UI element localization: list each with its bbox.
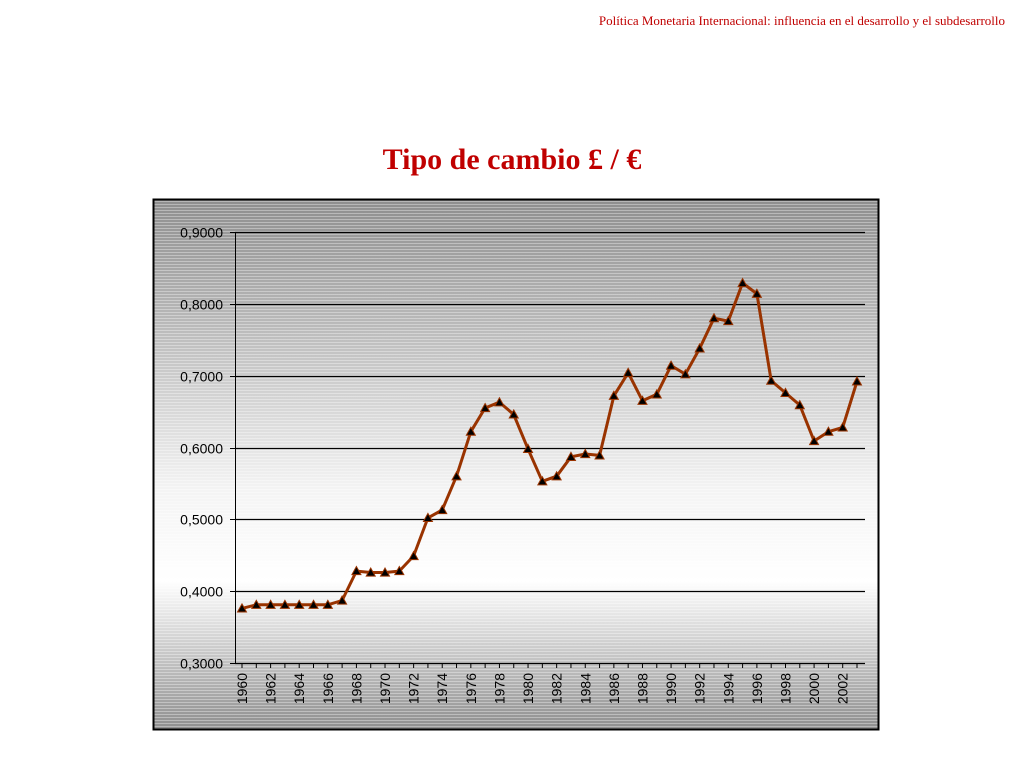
data-point-marker <box>308 599 319 609</box>
data-point-marker <box>365 566 377 577</box>
data-point-marker <box>336 594 348 605</box>
data-point-marker <box>708 312 720 323</box>
data-point-marker <box>436 504 448 515</box>
data-point-marker <box>651 388 663 399</box>
data-point-marker <box>737 277 748 288</box>
data-point-marker <box>408 550 419 561</box>
x-tick-label: 1990 <box>663 673 679 704</box>
y-tick-label: 0,9000 <box>180 225 223 241</box>
chart-title: Tipo de cambio £ / € <box>382 143 642 176</box>
x-tick-label: 1992 <box>692 673 708 704</box>
data-point-marker <box>351 565 362 576</box>
data-point-marker <box>780 387 791 398</box>
x-tick-label: 1998 <box>777 673 793 704</box>
header-note: Política Monetaria Internacional: influe… <box>598 13 1005 28</box>
data-point-marker <box>694 342 706 353</box>
data-point-marker <box>379 566 391 577</box>
x-tick-label: 1986 <box>606 673 622 704</box>
data-point-marker <box>622 367 634 377</box>
y-tick-label: 0,4000 <box>180 584 223 600</box>
x-tick-label: 1960 <box>234 673 250 704</box>
data-point-marker <box>508 408 520 419</box>
x-tick-label: 1976 <box>463 673 479 704</box>
data-point-marker <box>236 602 248 613</box>
data-point-marker <box>765 375 777 385</box>
data-point-marker <box>551 470 563 481</box>
data-point-marker <box>451 470 462 481</box>
data-point-marker <box>265 599 276 609</box>
data-point-marker <box>494 396 505 407</box>
data-point-marker <box>465 426 477 436</box>
data-point-marker <box>722 315 734 326</box>
axes <box>230 232 865 668</box>
x-tick-label: 1974 <box>434 673 450 704</box>
y-tick-label: 0,8000 <box>180 297 223 313</box>
data-point-marker <box>794 399 806 410</box>
data-point-marker <box>837 421 849 432</box>
y-tick-label: 0,3000 <box>180 656 223 672</box>
x-tick-label: 1984 <box>577 673 593 704</box>
data-point-marker <box>637 395 648 405</box>
data-point-marker <box>422 512 434 522</box>
data-point-marker <box>565 451 577 461</box>
data-point-marker <box>808 435 820 446</box>
data-point-marker <box>322 599 334 609</box>
data-point-marker <box>851 375 863 386</box>
x-tick-label: 2002 <box>835 673 851 704</box>
data-point-marker <box>522 443 534 454</box>
data-point-marker <box>665 360 677 370</box>
y-tick-label: 0,7000 <box>180 369 223 385</box>
x-tick-label: 1966 <box>320 673 336 704</box>
x-tick-label: 1978 <box>491 673 507 704</box>
x-tick-label: 1980 <box>520 673 536 704</box>
x-tick-label: 1964 <box>291 673 307 704</box>
y-tick-label: 0,5000 <box>180 512 223 528</box>
data-point-marker <box>393 565 405 576</box>
data-point-marker <box>293 599 305 609</box>
data-point-marker <box>594 449 605 460</box>
chart-background-texture <box>154 200 878 729</box>
x-tick-label: 1996 <box>749 673 765 704</box>
x-tick-label: 2000 <box>806 673 822 704</box>
x-tick-labels: 1960 1962 1964 1966 1968 1970 1972 1974 1976 1978… <box>234 673 851 704</box>
data-point-marker <box>279 599 291 609</box>
series-line <box>240 281 859 610</box>
x-tick-label: 1972 <box>406 673 422 704</box>
data-point-marker <box>250 599 262 609</box>
data-point-marker <box>479 402 491 413</box>
data-point-marker <box>579 448 591 459</box>
x-tick-label: 1994 <box>720 673 736 704</box>
series-markers <box>236 277 863 613</box>
data-point-marker <box>536 475 548 486</box>
x-tick-label: 1962 <box>263 673 279 704</box>
x-tick-label: 1988 <box>634 673 650 704</box>
data-point-marker <box>823 426 834 436</box>
y-tick-labels: 0,3000 0,4000 0,5000 0,6000 0,7000 0,8000 0,90… <box>180 225 223 672</box>
x-tick-label: 1970 <box>377 673 393 704</box>
y-tick-label: 0,6000 <box>180 441 223 457</box>
x-tick-label: 1968 <box>348 673 364 704</box>
series-line-path <box>240 281 859 610</box>
data-point-marker <box>751 288 763 298</box>
data-point-marker <box>608 390 620 400</box>
data-point-marker <box>680 368 691 379</box>
x-tick-label: 1982 <box>549 673 565 704</box>
